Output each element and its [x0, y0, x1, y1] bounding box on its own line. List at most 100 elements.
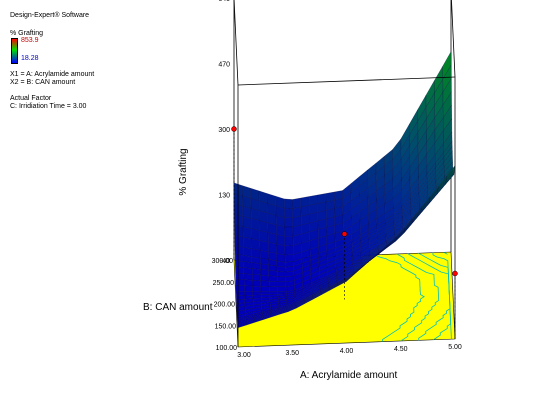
design-point: [341, 231, 348, 237]
design-point: [231, 126, 237, 132]
contour-line: [443, 251, 448, 255]
box-front-edge: [451, 0, 456, 78]
surface-patch: [276, 234, 285, 246]
surface-patch: [235, 279, 245, 286]
surface-patch: [234, 214, 244, 227]
surface-patch: [300, 196, 310, 208]
y-tick-label: 200.00: [214, 302, 236, 309]
surface-patch: [268, 270, 278, 277]
surface-patch: [251, 228, 260, 241]
surface-patch: [269, 286, 278, 293]
surface-patch: [260, 291, 270, 296]
z-tick-label: 640: [218, 0, 230, 3]
x-tick-label: 3.00: [237, 352, 251, 359]
surface-patch: [252, 274, 261, 281]
contour-line: [374, 254, 425, 342]
surface-patch: [234, 235, 244, 248]
surface-patch: [260, 280, 270, 287]
surface-patch: [243, 273, 253, 281]
surface-patch: [251, 238, 261, 251]
surface-patch: [268, 264, 278, 272]
surface-patch: [234, 253, 244, 262]
z-axis-title: % Grafting: [178, 148, 189, 195]
y-tick-label: 150.00: [215, 323, 237, 330]
design-point: [452, 270, 458, 277]
surface-patch: [260, 269, 270, 276]
surface-patch: [276, 243, 286, 256]
x-tick-label: 4.00: [340, 348, 354, 355]
legend-high-value: 853.9: [21, 37, 39, 44]
surface-patch: [267, 232, 277, 245]
y-axis-title: B: CAN amount: [143, 302, 213, 313]
actual-factor-title: Actual Factor: [10, 95, 52, 102]
surface-patch: [235, 266, 245, 274]
contour-line: [432, 252, 452, 340]
surface-patch: [292, 197, 302, 209]
contour-line: [396, 253, 440, 342]
actual-factor-value: C: Irridiation Time = 3.00: [10, 103, 87, 110]
surface-patch: [235, 285, 245, 293]
surface-patch: [284, 254, 294, 263]
y-tick-label: 100.00: [216, 345, 238, 352]
surface-patch: [234, 245, 244, 256]
surface-patch: [284, 226, 294, 237]
surface-patch: [260, 274, 270, 282]
axis-ticks: -40 130 300 470 640 3.00 3.50 4.00 4.50 5.00 100.0…: [212, 0, 462, 359]
surface-patch: [284, 217, 294, 228]
legend-color-bar: [11, 38, 18, 64]
design-points: [231, 126, 458, 339]
surface-patch: [252, 291, 262, 296]
surface-patch: [235, 291, 245, 297]
response-surface: [233, 51, 456, 328]
software-title: Design-Expert® Software: [10, 12, 90, 19]
surface-patch: [235, 272, 245, 280]
factor-x1-label: X1 = A: Acrylamide amount: [10, 71, 95, 78]
surface-patch: [243, 247, 252, 257]
z-tick-label: 130: [218, 193, 230, 200]
box-front-edge: [233, 0, 239, 86]
surface-patch: [325, 191, 335, 203]
surface-patch: [242, 226, 252, 239]
surface-patch: [277, 281, 287, 288]
legend-response-label: % Grafting: [10, 30, 44, 37]
legend-low-value: 18.28: [21, 55, 39, 62]
surface-patch: [259, 240, 269, 253]
surface-patch: [242, 216, 252, 229]
surface-patch: [284, 208, 293, 218]
surface-patch: [234, 224, 244, 238]
surface-patch: [276, 253, 286, 263]
surface-patch: [244, 291, 253, 296]
surface-patch: [260, 286, 270, 293]
surface-patch: [260, 263, 269, 271]
surface-patch: [243, 267, 253, 275]
box-front-edge: [237, 76, 456, 86]
surface-patch: [268, 275, 278, 282]
surface-patch: [268, 280, 278, 287]
surface-patch: [268, 242, 277, 254]
x-tick-label: 5.00: [448, 344, 462, 351]
surface-patch: [251, 268, 261, 276]
surface-patch: [259, 230, 269, 243]
x-tick-label: 4.50: [394, 346, 408, 353]
surface-patch: [268, 251, 277, 262]
surface-patch: [235, 260, 244, 268]
surface-patch: [259, 250, 269, 260]
y-tick-label: 300.00: [212, 258, 234, 265]
surface-patch: [236, 295, 245, 300]
surface-patch: [251, 262, 261, 270]
surface-patch: [283, 198, 293, 209]
surface-patch: [243, 279, 253, 287]
surface-patch: [277, 286, 287, 293]
factor-x2-label: X2 = B: CAN amount: [10, 79, 76, 86]
y-tick-label: 250.00: [213, 280, 235, 287]
z-tick-label: 300: [218, 127, 230, 134]
surface-patch: [244, 285, 253, 293]
surface-patch: [252, 285, 262, 293]
surface-patch: [242, 236, 252, 249]
surface-patch: [284, 245, 294, 256]
x-tick-label: 3.50: [285, 350, 299, 357]
surface-patch: [284, 236, 294, 246]
surface-patch: [277, 276, 286, 283]
surface-patch: [243, 261, 253, 269]
